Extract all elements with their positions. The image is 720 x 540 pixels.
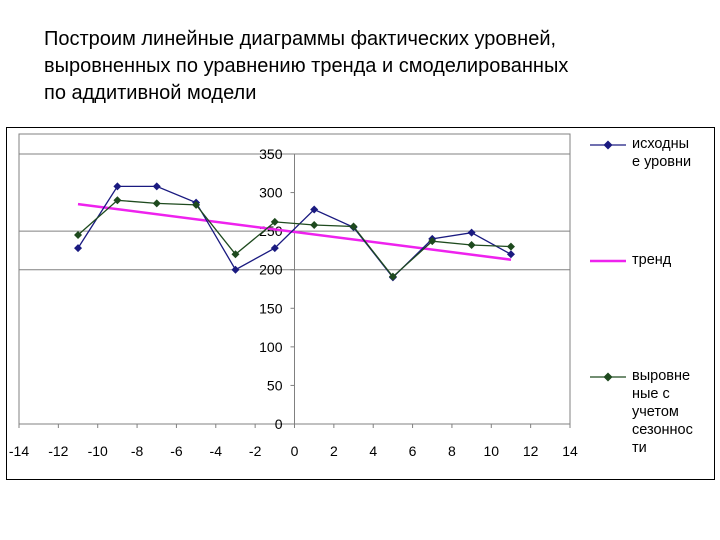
x-tick-label-8: 8 [448, 443, 456, 459]
x-tick-label-6: 6 [409, 443, 417, 459]
x-tick-label-14: 14 [562, 443, 578, 459]
x-tick-label--2: -2 [249, 443, 262, 459]
series-0-point-11 [506, 250, 515, 259]
y-tick-label-0: 0 [275, 416, 283, 432]
legend-label-original: исходны е уровни [632, 136, 692, 170]
slide-title: Построим линейные диаграммы фактических … [44, 26, 704, 107]
series-2-point-5 [270, 217, 279, 226]
legend: исходны е уровни тренд выровне ные с уче… [588, 130, 716, 478]
series-0-point-4 [231, 265, 240, 274]
x-tick-label--8: -8 [131, 443, 144, 459]
y-tick-label-100: 100 [259, 339, 283, 355]
x-tick-label--14: -14 [9, 443, 29, 459]
series-2-point-3 [192, 200, 201, 209]
series-2-point-4 [231, 250, 240, 259]
series-0-point-0 [74, 244, 83, 253]
series-line-0 [77, 185, 512, 279]
x-tick-label--12: -12 [48, 443, 68, 459]
y-tick-label-300: 300 [259, 185, 283, 201]
series-2-point-2 [152, 199, 161, 208]
y-tick-label-350: 350 [259, 146, 283, 162]
series-line-2 [77, 199, 512, 278]
x-tick-label-12: 12 [523, 443, 539, 459]
series-2-point-8 [388, 272, 397, 281]
series-2-point-7 [349, 222, 358, 231]
series-0-point-5 [270, 244, 279, 253]
x-tick-label-10: 10 [483, 443, 499, 459]
series-0-point-2 [152, 182, 161, 191]
title-line-1: Построим линейные диаграммы фактических … [44, 28, 557, 50]
legend-label-seasonal: выровне ные с учетом сезоннос ти [632, 368, 693, 456]
x-tick-label-2: 2 [330, 443, 338, 459]
legend-swatch-original [590, 140, 626, 150]
series-2 [74, 196, 515, 281]
y-tick-label-150: 150 [259, 300, 283, 316]
x-tick-label-0: 0 [291, 443, 299, 459]
title-line-3: по аддитивной модели [44, 82, 257, 104]
series-2-point-1 [113, 196, 122, 205]
series-2-point-6 [310, 220, 319, 229]
legend-label-trend: тренд [632, 252, 672, 268]
legend-swatch-trend [590, 259, 626, 263]
series-2-point-11 [506, 242, 515, 251]
series-0-point-6 [310, 205, 319, 214]
series-2-point-0 [74, 231, 83, 239]
x-tick-label-4: 4 [369, 443, 377, 459]
series-2-point-9 [428, 237, 437, 246]
legend-swatch-seasonal [590, 372, 626, 382]
title-line-2: выровненных по уравнению тренда и смодел… [44, 55, 569, 77]
series-2-point-10 [467, 241, 476, 250]
x-tick-label--10: -10 [88, 443, 108, 459]
y-tick-label-50: 50 [267, 377, 283, 393]
series-1 [77, 202, 512, 261]
x-tick-labels: -14 -12 -10 -8 -6 -4 -2 0 2 4 6 8 10 12 14 [9, 443, 578, 459]
series-0-point-10 [467, 228, 476, 237]
y-tick-label-200: 200 [259, 262, 283, 278]
series-line-1 [77, 202, 512, 261]
series-layer [74, 182, 515, 282]
series-0-point-1 [113, 182, 122, 191]
x-tick-label--6: -6 [170, 443, 183, 459]
x-tick-label--4: -4 [210, 443, 223, 459]
